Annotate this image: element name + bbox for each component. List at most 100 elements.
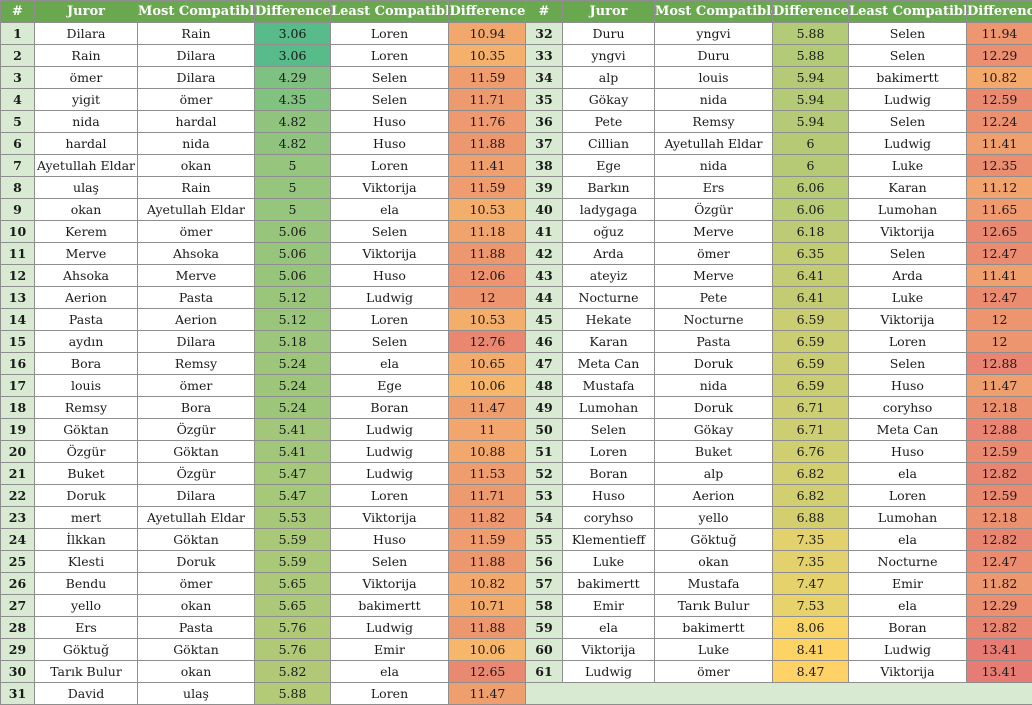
table-row: 38 Ege nida 6 Luke 12.35 bbox=[525, 154, 1032, 177]
least-compatible-cell: ela bbox=[330, 352, 449, 375]
juror-name-cell: Boran bbox=[562, 462, 655, 485]
most-compatible-cell: Rain bbox=[137, 22, 255, 45]
juror-name-cell: hardal bbox=[34, 132, 138, 155]
most-difference-cell: 6.59 bbox=[772, 308, 849, 331]
row-number-cell: 35 bbox=[525, 88, 563, 111]
row-number-cell: 28 bbox=[0, 616, 35, 639]
row-number-cell: 44 bbox=[525, 286, 563, 309]
most-difference-cell: 5.47 bbox=[254, 462, 331, 485]
table-row: 15 aydın Dilara 5.18 Selen 12.76 bbox=[0, 330, 527, 353]
least-difference-cell: 11 bbox=[448, 418, 527, 441]
most-difference-cell: 3.06 bbox=[254, 44, 331, 67]
table-row: 32 Duru yngvi 5.88 Selen 11.94 bbox=[525, 22, 1032, 45]
most-difference-cell: 6.18 bbox=[772, 220, 849, 243]
juror-name-cell: ela bbox=[562, 616, 655, 639]
least-compatible-cell: Loren bbox=[330, 22, 449, 45]
least-difference-cell: 10.82 bbox=[448, 572, 527, 595]
most-compatible-cell: Duru bbox=[654, 44, 773, 67]
most-compatible-cell: Buket bbox=[654, 440, 773, 463]
juror-name-cell: Gökay bbox=[562, 88, 655, 111]
least-difference-cell: 12.82 bbox=[966, 528, 1032, 551]
row-number-cell: 30 bbox=[0, 660, 35, 683]
most-difference-cell: 5.59 bbox=[254, 550, 331, 573]
juror-name-cell: Mustafa bbox=[562, 374, 655, 397]
most-difference-cell: 6 bbox=[772, 154, 849, 177]
least-compatible-cell: Meta Can bbox=[848, 418, 967, 441]
most-difference-cell: 5.94 bbox=[772, 110, 849, 133]
most-compatible-cell: Özgür bbox=[137, 418, 255, 441]
table-row: 22 Doruk Dilara 5.47 Loren 11.71 bbox=[0, 484, 527, 507]
most-compatible-cell: Nocturne bbox=[654, 308, 773, 331]
least-difference-cell: 12.76 bbox=[448, 330, 527, 353]
table-row: 23 mert Ayetullah Eldar 5.53 Viktorija 11.82 bbox=[0, 506, 527, 529]
most-difference-cell: 4.35 bbox=[254, 88, 331, 111]
row-number-cell: 2 bbox=[0, 44, 35, 67]
empty-filler-cell bbox=[525, 682, 1032, 705]
most-compatible-cell: Aerion bbox=[137, 308, 255, 331]
least-compatible-cell: Selen bbox=[848, 352, 967, 375]
header-least-compatible: Least Compatible bbox=[848, 0, 967, 23]
most-compatible-cell: Remsy bbox=[654, 110, 773, 133]
row-number-cell: 34 bbox=[525, 66, 563, 89]
row-number-cell: 42 bbox=[525, 242, 563, 265]
most-compatible-cell: Dilara bbox=[137, 484, 255, 507]
least-compatible-cell: Huso bbox=[848, 440, 967, 463]
header-number: # bbox=[525, 0, 563, 23]
most-difference-cell: 7.35 bbox=[772, 528, 849, 551]
most-compatible-cell: ömer bbox=[137, 88, 255, 111]
row-number-cell: 43 bbox=[525, 264, 563, 287]
juror-name-cell: Barkın bbox=[562, 176, 655, 199]
least-difference-cell: 12 bbox=[966, 330, 1032, 353]
juror-name-cell: Emir bbox=[562, 594, 655, 617]
table-row: 41 oğuz Merve 6.18 Viktorija 12.65 bbox=[525, 220, 1032, 243]
least-compatible-cell: Loren bbox=[848, 484, 967, 507]
juror-name-cell: okan bbox=[34, 198, 138, 221]
juror-name-cell: Loren bbox=[562, 440, 655, 463]
row-number-cell: 55 bbox=[525, 528, 563, 551]
most-difference-cell: 5.06 bbox=[254, 220, 331, 243]
row-number-cell: 61 bbox=[525, 660, 563, 683]
least-compatible-cell: Selen bbox=[330, 66, 449, 89]
juror-name-cell: Klementieff bbox=[562, 528, 655, 551]
least-compatible-cell: Ludwig bbox=[848, 638, 967, 661]
least-difference-cell: 11.53 bbox=[448, 462, 527, 485]
juror-name-cell: Hekate bbox=[562, 308, 655, 331]
most-difference-cell: 5.76 bbox=[254, 616, 331, 639]
header-juror: Juror bbox=[562, 0, 655, 23]
row-number-cell: 22 bbox=[0, 484, 35, 507]
most-difference-cell: 5 bbox=[254, 154, 331, 177]
row-number-cell: 52 bbox=[525, 462, 563, 485]
least-compatible-cell: Huso bbox=[330, 264, 449, 287]
juror-name-cell: Rain bbox=[34, 44, 138, 67]
most-compatible-cell: Pete bbox=[654, 286, 773, 309]
least-compatible-cell: Viktorija bbox=[330, 176, 449, 199]
most-difference-cell: 6.71 bbox=[772, 396, 849, 419]
most-difference-cell: 5.88 bbox=[254, 682, 331, 705]
least-compatible-cell: ela bbox=[330, 660, 449, 683]
juror-name-cell: yigit bbox=[34, 88, 138, 111]
row-number-cell: 57 bbox=[525, 572, 563, 595]
least-difference-cell: 12.88 bbox=[966, 418, 1032, 441]
row-number-cell: 41 bbox=[525, 220, 563, 243]
table-row: 27 yello okan 5.65 bakimertt 10.71 bbox=[0, 594, 527, 617]
table-row: 4 yigit ömer 4.35 Selen 11.71 bbox=[0, 88, 527, 111]
least-compatible-cell: ela bbox=[330, 198, 449, 221]
filler-row bbox=[525, 682, 1032, 705]
most-compatible-cell: Doruk bbox=[137, 550, 255, 573]
row-number-cell: 54 bbox=[525, 506, 563, 529]
juror-name-cell: Nocturne bbox=[562, 286, 655, 309]
juror-name-cell: Ahsoka bbox=[34, 264, 138, 287]
least-difference-cell: 11.47 bbox=[966, 374, 1032, 397]
least-difference-cell: 12.47 bbox=[966, 286, 1032, 309]
row-number-cell: 33 bbox=[525, 44, 563, 67]
least-difference-cell: 10.53 bbox=[448, 308, 527, 331]
header-least-compatible: Least Compatible bbox=[330, 0, 449, 23]
row-number-cell: 50 bbox=[525, 418, 563, 441]
least-compatible-cell: ela bbox=[848, 594, 967, 617]
table-row: 25 Klesti Doruk 5.59 Selen 11.88 bbox=[0, 550, 527, 573]
least-compatible-cell: Selen bbox=[330, 550, 449, 573]
juror-name-cell: Dilara bbox=[34, 22, 138, 45]
least-difference-cell: 10.71 bbox=[448, 594, 527, 617]
least-compatible-cell: Ege bbox=[330, 374, 449, 397]
row-number-cell: 19 bbox=[0, 418, 35, 441]
